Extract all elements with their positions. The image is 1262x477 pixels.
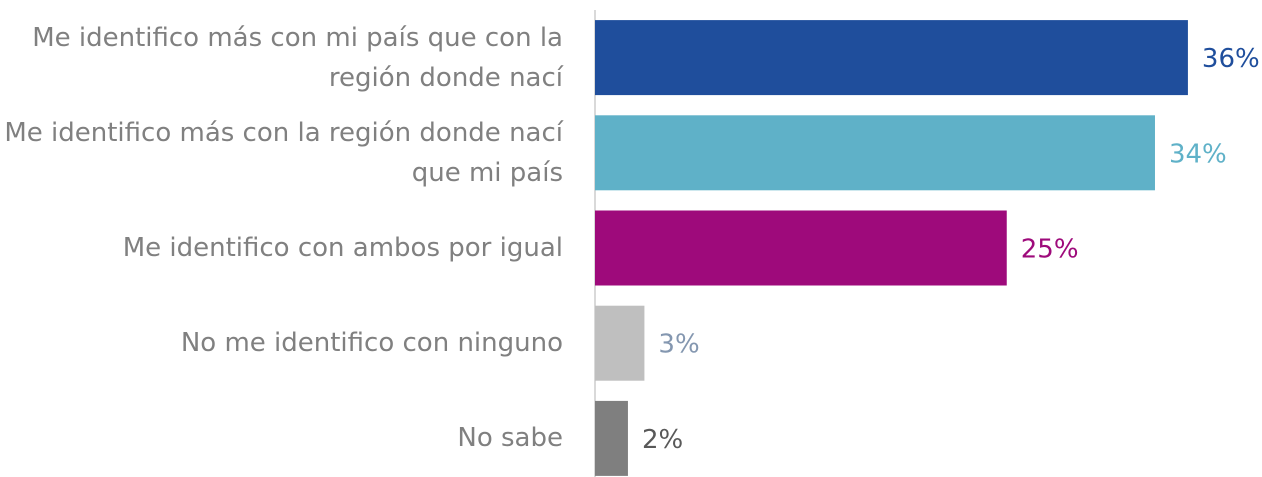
category-label-box: Me identifico con ambos por igual xyxy=(0,200,563,295)
bar xyxy=(595,20,1188,96)
category-label-box: No me identifico con ninguno xyxy=(0,296,563,391)
category-label: No sabe xyxy=(457,423,563,454)
value-label: 34% xyxy=(1169,139,1227,169)
bar xyxy=(595,210,1007,286)
category-label: Me identifico más con mi país que con la… xyxy=(32,22,563,93)
bar xyxy=(595,400,628,476)
value-label: 25% xyxy=(1021,235,1079,265)
value-label: 36% xyxy=(1202,44,1260,74)
bar xyxy=(595,115,1155,191)
category-label: Me identifico más con la región donde na… xyxy=(4,117,563,188)
category-label: No me identifico con ninguno xyxy=(180,328,563,359)
category-label: Me identifico con ambos por igual xyxy=(122,232,563,263)
category-label-box: Me identifico más con mi país que con la… xyxy=(0,10,563,105)
category-label-box: Me identifico más con la región donde na… xyxy=(0,105,563,200)
value-label: 3% xyxy=(658,330,699,360)
bar xyxy=(595,305,645,381)
value-label: 2% xyxy=(642,425,683,455)
category-label-box: No sabe xyxy=(0,391,563,477)
